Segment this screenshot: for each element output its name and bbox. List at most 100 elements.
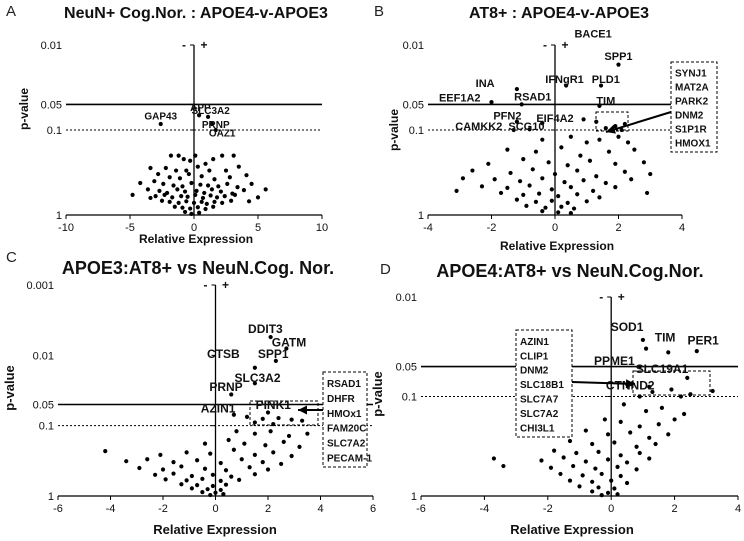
panel-b-boxed-gene: PARK2: [675, 97, 709, 108]
panel-c-gene-label: CTSB: [207, 347, 240, 361]
panel-b-point: [521, 157, 526, 162]
panel-d-point: [605, 432, 611, 437]
panel-d-point: [539, 458, 544, 463]
panel-b-sign-plus: +: [561, 38, 568, 52]
panel-c-point: [279, 461, 284, 467]
panel-c-point: [252, 472, 257, 477]
panel-d-point: [637, 450, 642, 456]
panel-c-point: [229, 474, 234, 479]
panel-a-point: [200, 195, 206, 201]
panel-a-point: [182, 189, 188, 194]
panel-c-point: [184, 450, 189, 455]
panel-c-point: [284, 346, 289, 351]
panel-a-point: [177, 176, 183, 181]
panel-a-point: [199, 174, 204, 179]
panel-b-point: [492, 177, 497, 182]
panel-c-point: [179, 482, 184, 487]
panel-d-boxed-gene: CHI3L1: [520, 423, 555, 434]
panel-a-point: [161, 181, 166, 186]
panel-a-point: [156, 171, 161, 177]
panel-a-point: [184, 199, 189, 204]
panel-c-point: [252, 365, 257, 370]
panel-d-point: [678, 394, 684, 399]
panel-c-point: [305, 431, 310, 436]
panel-b-boxed-gene: SYNJ1: [675, 69, 707, 80]
panel-b-gene-label: EEF1A2: [439, 92, 481, 104]
panel-b-point: [622, 169, 627, 174]
panel-a-point: [232, 192, 238, 197]
panel-c-point: [179, 464, 184, 469]
panel-a-point: [231, 153, 236, 158]
panel-b-ytick-label: 1: [418, 210, 424, 222]
panel-c-point: [171, 460, 176, 465]
panel-d-point: [590, 489, 595, 494]
panel-a-point: [193, 153, 198, 158]
panel-d-point: [599, 493, 604, 498]
panel-c-point: [260, 460, 265, 465]
panel-b-point: [619, 127, 624, 133]
panel-d-point: [647, 384, 652, 389]
panel-c-point: [260, 416, 265, 421]
panel-a-letter: A: [6, 3, 16, 20]
panel-b-boxed-gene: MAT2A: [675, 83, 709, 94]
panel-b-point: [549, 187, 554, 192]
panel-a-point: [184, 168, 189, 173]
panel-c-point: [265, 467, 271, 472]
panel-d-gene-label: TIM: [655, 330, 676, 344]
panel-a-point: [220, 153, 225, 158]
panel-a-point: [223, 168, 229, 173]
panel-b-point: [598, 83, 604, 88]
panel-a-point: [189, 211, 194, 216]
panel-a-point: [203, 161, 208, 166]
panel-b-point: [606, 149, 612, 154]
panel-d-letter: D: [380, 261, 391, 278]
panel-a-sign-minus: -: [182, 38, 186, 52]
panel-c-point: [237, 477, 242, 482]
panel-b-point: [556, 194, 561, 199]
panel-c-sign-minus: -: [204, 278, 208, 292]
panel-c-point: [218, 460, 223, 466]
panel-b-point: [460, 176, 466, 181]
panel-a-point: [189, 180, 194, 186]
panel-b-gene-label: RSAD1: [514, 92, 551, 104]
panel-c-highlight-region: [249, 400, 319, 426]
panel-a-ytick-label: 1: [56, 210, 62, 222]
panel-a-xtick-label: -5: [125, 222, 135, 234]
panel-a-point: [176, 200, 181, 205]
panel-c-point: [200, 489, 205, 495]
panel-a-point: [179, 194, 184, 199]
panel-d-point: [637, 424, 642, 429]
panel-c-point: [231, 412, 236, 417]
panel-a-point: [176, 153, 181, 158]
panel-c-point: [160, 467, 166, 472]
panel-d-point: [643, 408, 649, 414]
panel-c-point: [221, 492, 226, 497]
panel-a-point: [198, 182, 203, 187]
panel-b-point: [559, 204, 564, 209]
panel-c-ylabel: p-value: [2, 365, 17, 411]
panel-b-point: [519, 102, 524, 107]
panel-c-gene-label: SPP1: [258, 347, 289, 361]
panel-a-point: [199, 199, 204, 204]
panel-d-point: [567, 438, 573, 444]
panel-d-point: [567, 478, 573, 483]
panel-b-gene-label: BACE1: [574, 29, 611, 41]
panel-a-point: [213, 127, 218, 133]
panel-d-point: [666, 432, 671, 437]
panel-c-point: [195, 483, 200, 488]
panel-c-ytick-label: 0.1: [39, 421, 54, 433]
panel-c-point: [289, 417, 294, 422]
panel-b-xtick-label: -2: [487, 222, 497, 234]
panel-a-gene-label: SLC3A2: [191, 106, 230, 117]
panel-a-point: [157, 188, 162, 193]
panel-c-point: [223, 482, 229, 487]
panel-b-boxed-gene: DNM2: [675, 111, 704, 122]
panel-b-point: [584, 199, 589, 204]
panel-d-point: [548, 465, 554, 470]
panel-c-point: [205, 487, 210, 492]
panel-b-point: [540, 121, 545, 126]
panel-d-point: [618, 453, 623, 458]
panel-a-point: [138, 180, 143, 186]
panel-a-point: [148, 165, 153, 171]
